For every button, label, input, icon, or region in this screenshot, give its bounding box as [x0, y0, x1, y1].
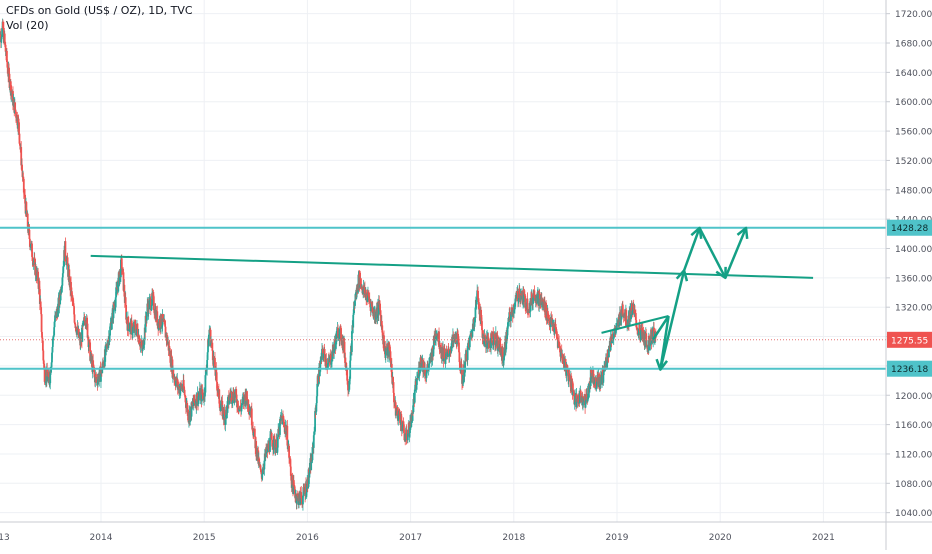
candle-body — [4, 34, 6, 42]
time-tick-label: 2020 — [709, 533, 732, 543]
price-tick-label: 1360.00 — [895, 274, 932, 284]
candle-body — [18, 122, 20, 133]
candle-body — [18, 119, 20, 123]
price-tick-label: 1600.00 — [895, 98, 932, 108]
projection-arrows — [653, 228, 747, 370]
price-tick-label: 1160.00 — [895, 421, 932, 431]
resistance-trendline — [91, 256, 813, 278]
price-tick-label: 1400.00 — [895, 245, 932, 255]
chart-title: CFDs on Gold (US$ / OZ), 1D, TVC — [6, 4, 193, 17]
price-tick-label: 1040.00 — [895, 509, 932, 519]
volume-indicator-label[interactable]: Vol (20) — [6, 19, 49, 32]
candle-body — [65, 241, 67, 257]
price-tick-label: 1320.00 — [895, 304, 932, 314]
candle-body — [458, 343, 460, 353]
candle-body — [211, 343, 213, 351]
time-tick-label: 2021 — [812, 533, 835, 543]
candle-body — [258, 458, 260, 461]
time-axis[interactable]: 13 2014 2015 2016 2017 2018 2019 2020 2021 — [0, 522, 932, 543]
price-tick-label: 1560.00 — [895, 128, 932, 138]
candle-body — [29, 230, 31, 239]
candle-body — [477, 291, 479, 299]
candle-body — [467, 346, 469, 360]
time-tick-label: 13 — [0, 533, 10, 543]
trendlines — [91, 256, 813, 333]
candle-body — [62, 273, 64, 277]
price-tick-label: 1120.00 — [895, 450, 932, 460]
time-tick-label: 2016 — [296, 533, 319, 543]
candle-body — [86, 318, 88, 324]
candle-body — [208, 335, 210, 347]
projection-segment — [725, 228, 746, 278]
candle-body — [445, 359, 447, 364]
time-tick-label: 2018 — [502, 533, 525, 543]
price-axis[interactable]: 1040.001080.001120.001160.001200.001240.… — [886, 0, 932, 550]
time-tick-label: 2019 — [606, 533, 629, 543]
time-tick-label: 2017 — [399, 533, 422, 543]
price-tick-label: 1640.00 — [895, 69, 932, 79]
candles — [0, 19, 657, 511]
price-tick-label: 1720.00 — [895, 10, 932, 20]
candle-body — [40, 307, 42, 314]
price-tick-label: 1680.00 — [895, 40, 932, 50]
candle-body — [14, 102, 16, 109]
candle-body — [19, 134, 21, 144]
price-tick-label: 1520.00 — [895, 157, 932, 167]
candle-body — [254, 429, 256, 437]
candle-body — [42, 351, 44, 361]
resistance-level-label: 1428.28 — [891, 224, 928, 234]
price-tick-label: 1200.00 — [895, 392, 932, 402]
price-tick-label: 1480.00 — [895, 186, 932, 196]
support-level-label: 1236.18 — [891, 365, 928, 375]
last-price-label: 1275.55 — [891, 336, 928, 346]
projection-segment — [660, 271, 684, 370]
candle-body — [475, 308, 477, 318]
projection-segment — [700, 228, 726, 278]
time-tick-label: 2014 — [90, 533, 113, 543]
candle-body — [379, 304, 381, 311]
candle-body — [122, 269, 124, 273]
candle-body — [74, 314, 76, 322]
time-tick-label: 2015 — [193, 533, 216, 543]
candle-body — [351, 331, 353, 352]
grid — [0, 0, 886, 522]
price-tick-label: 1080.00 — [895, 480, 932, 490]
candle-body — [63, 266, 65, 267]
